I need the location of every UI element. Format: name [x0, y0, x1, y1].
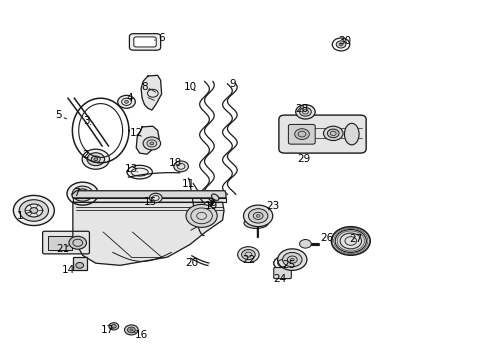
- Text: 30: 30: [337, 36, 350, 46]
- Circle shape: [25, 204, 42, 217]
- Circle shape: [67, 182, 98, 205]
- Polygon shape: [72, 191, 225, 198]
- Circle shape: [237, 247, 259, 262]
- Text: 17: 17: [100, 325, 113, 335]
- Circle shape: [72, 186, 93, 201]
- Text: 16: 16: [134, 330, 147, 340]
- FancyBboxPatch shape: [134, 37, 156, 47]
- Circle shape: [173, 161, 188, 172]
- Text: 23: 23: [265, 201, 279, 211]
- Text: 5: 5: [55, 111, 61, 121]
- Circle shape: [299, 239, 311, 248]
- Text: 11: 11: [182, 179, 195, 189]
- Text: 12: 12: [129, 128, 142, 138]
- Circle shape: [124, 325, 138, 335]
- Polygon shape: [136, 126, 159, 154]
- Circle shape: [334, 229, 366, 252]
- Circle shape: [277, 249, 306, 270]
- FancyBboxPatch shape: [278, 115, 366, 153]
- Text: 18: 18: [168, 158, 182, 168]
- Text: 24: 24: [272, 274, 285, 284]
- Circle shape: [80, 192, 85, 196]
- Circle shape: [30, 208, 38, 213]
- Circle shape: [241, 249, 255, 260]
- Circle shape: [149, 193, 162, 203]
- Circle shape: [282, 252, 302, 267]
- Text: 15: 15: [144, 197, 157, 207]
- FancyBboxPatch shape: [129, 34, 160, 50]
- Circle shape: [327, 129, 338, 138]
- Text: 10: 10: [183, 82, 196, 93]
- Text: 13: 13: [124, 164, 138, 174]
- Circle shape: [338, 43, 342, 46]
- Circle shape: [127, 327, 135, 333]
- Circle shape: [299, 108, 311, 116]
- Circle shape: [243, 205, 272, 226]
- Circle shape: [76, 262, 83, 268]
- Circle shape: [124, 100, 128, 103]
- Text: 3: 3: [82, 116, 89, 126]
- Text: 1: 1: [17, 211, 23, 221]
- FancyBboxPatch shape: [42, 231, 89, 254]
- FancyBboxPatch shape: [288, 125, 315, 144]
- Ellipse shape: [211, 194, 219, 201]
- Circle shape: [256, 215, 260, 217]
- Text: 7: 7: [73, 188, 80, 198]
- Text: 6: 6: [158, 33, 164, 43]
- Text: 4: 4: [126, 93, 133, 103]
- Text: 9: 9: [228, 79, 235, 89]
- Circle shape: [19, 200, 48, 221]
- Circle shape: [130, 329, 133, 331]
- Polygon shape: [141, 75, 161, 110]
- Circle shape: [109, 323, 119, 330]
- Text: 8: 8: [141, 82, 147, 92]
- Circle shape: [248, 209, 267, 223]
- FancyBboxPatch shape: [273, 267, 291, 279]
- Bar: [48, 235, 72, 250]
- Polygon shape: [73, 198, 225, 202]
- Text: 27: 27: [348, 234, 362, 244]
- Circle shape: [91, 156, 100, 162]
- Text: 26: 26: [319, 233, 332, 243]
- Circle shape: [87, 153, 104, 166]
- Polygon shape: [73, 202, 224, 265]
- Text: 20: 20: [185, 258, 198, 268]
- Circle shape: [339, 233, 361, 249]
- Circle shape: [76, 189, 89, 198]
- Circle shape: [69, 236, 86, 249]
- Text: 14: 14: [61, 265, 75, 275]
- Text: 19: 19: [204, 201, 218, 211]
- Text: 25: 25: [282, 260, 295, 270]
- Circle shape: [335, 41, 345, 48]
- Circle shape: [295, 105, 315, 119]
- Circle shape: [330, 226, 369, 255]
- Text: 2: 2: [82, 150, 89, 160]
- Ellipse shape: [244, 218, 268, 228]
- Circle shape: [150, 142, 154, 145]
- Bar: [73, 257, 86, 270]
- Circle shape: [111, 324, 116, 328]
- Text: 29: 29: [297, 154, 310, 164]
- Circle shape: [294, 129, 309, 139]
- Text: 28: 28: [295, 104, 308, 114]
- Circle shape: [185, 204, 217, 227]
- Circle shape: [143, 137, 160, 150]
- Circle shape: [94, 158, 98, 161]
- Ellipse shape: [127, 165, 152, 179]
- Circle shape: [290, 258, 294, 261]
- Circle shape: [13, 195, 54, 226]
- Ellipse shape: [344, 123, 358, 145]
- Circle shape: [82, 149, 109, 169]
- Text: 22: 22: [241, 255, 255, 265]
- Circle shape: [118, 95, 135, 108]
- Text: 21: 21: [57, 244, 70, 254]
- Circle shape: [323, 126, 342, 140]
